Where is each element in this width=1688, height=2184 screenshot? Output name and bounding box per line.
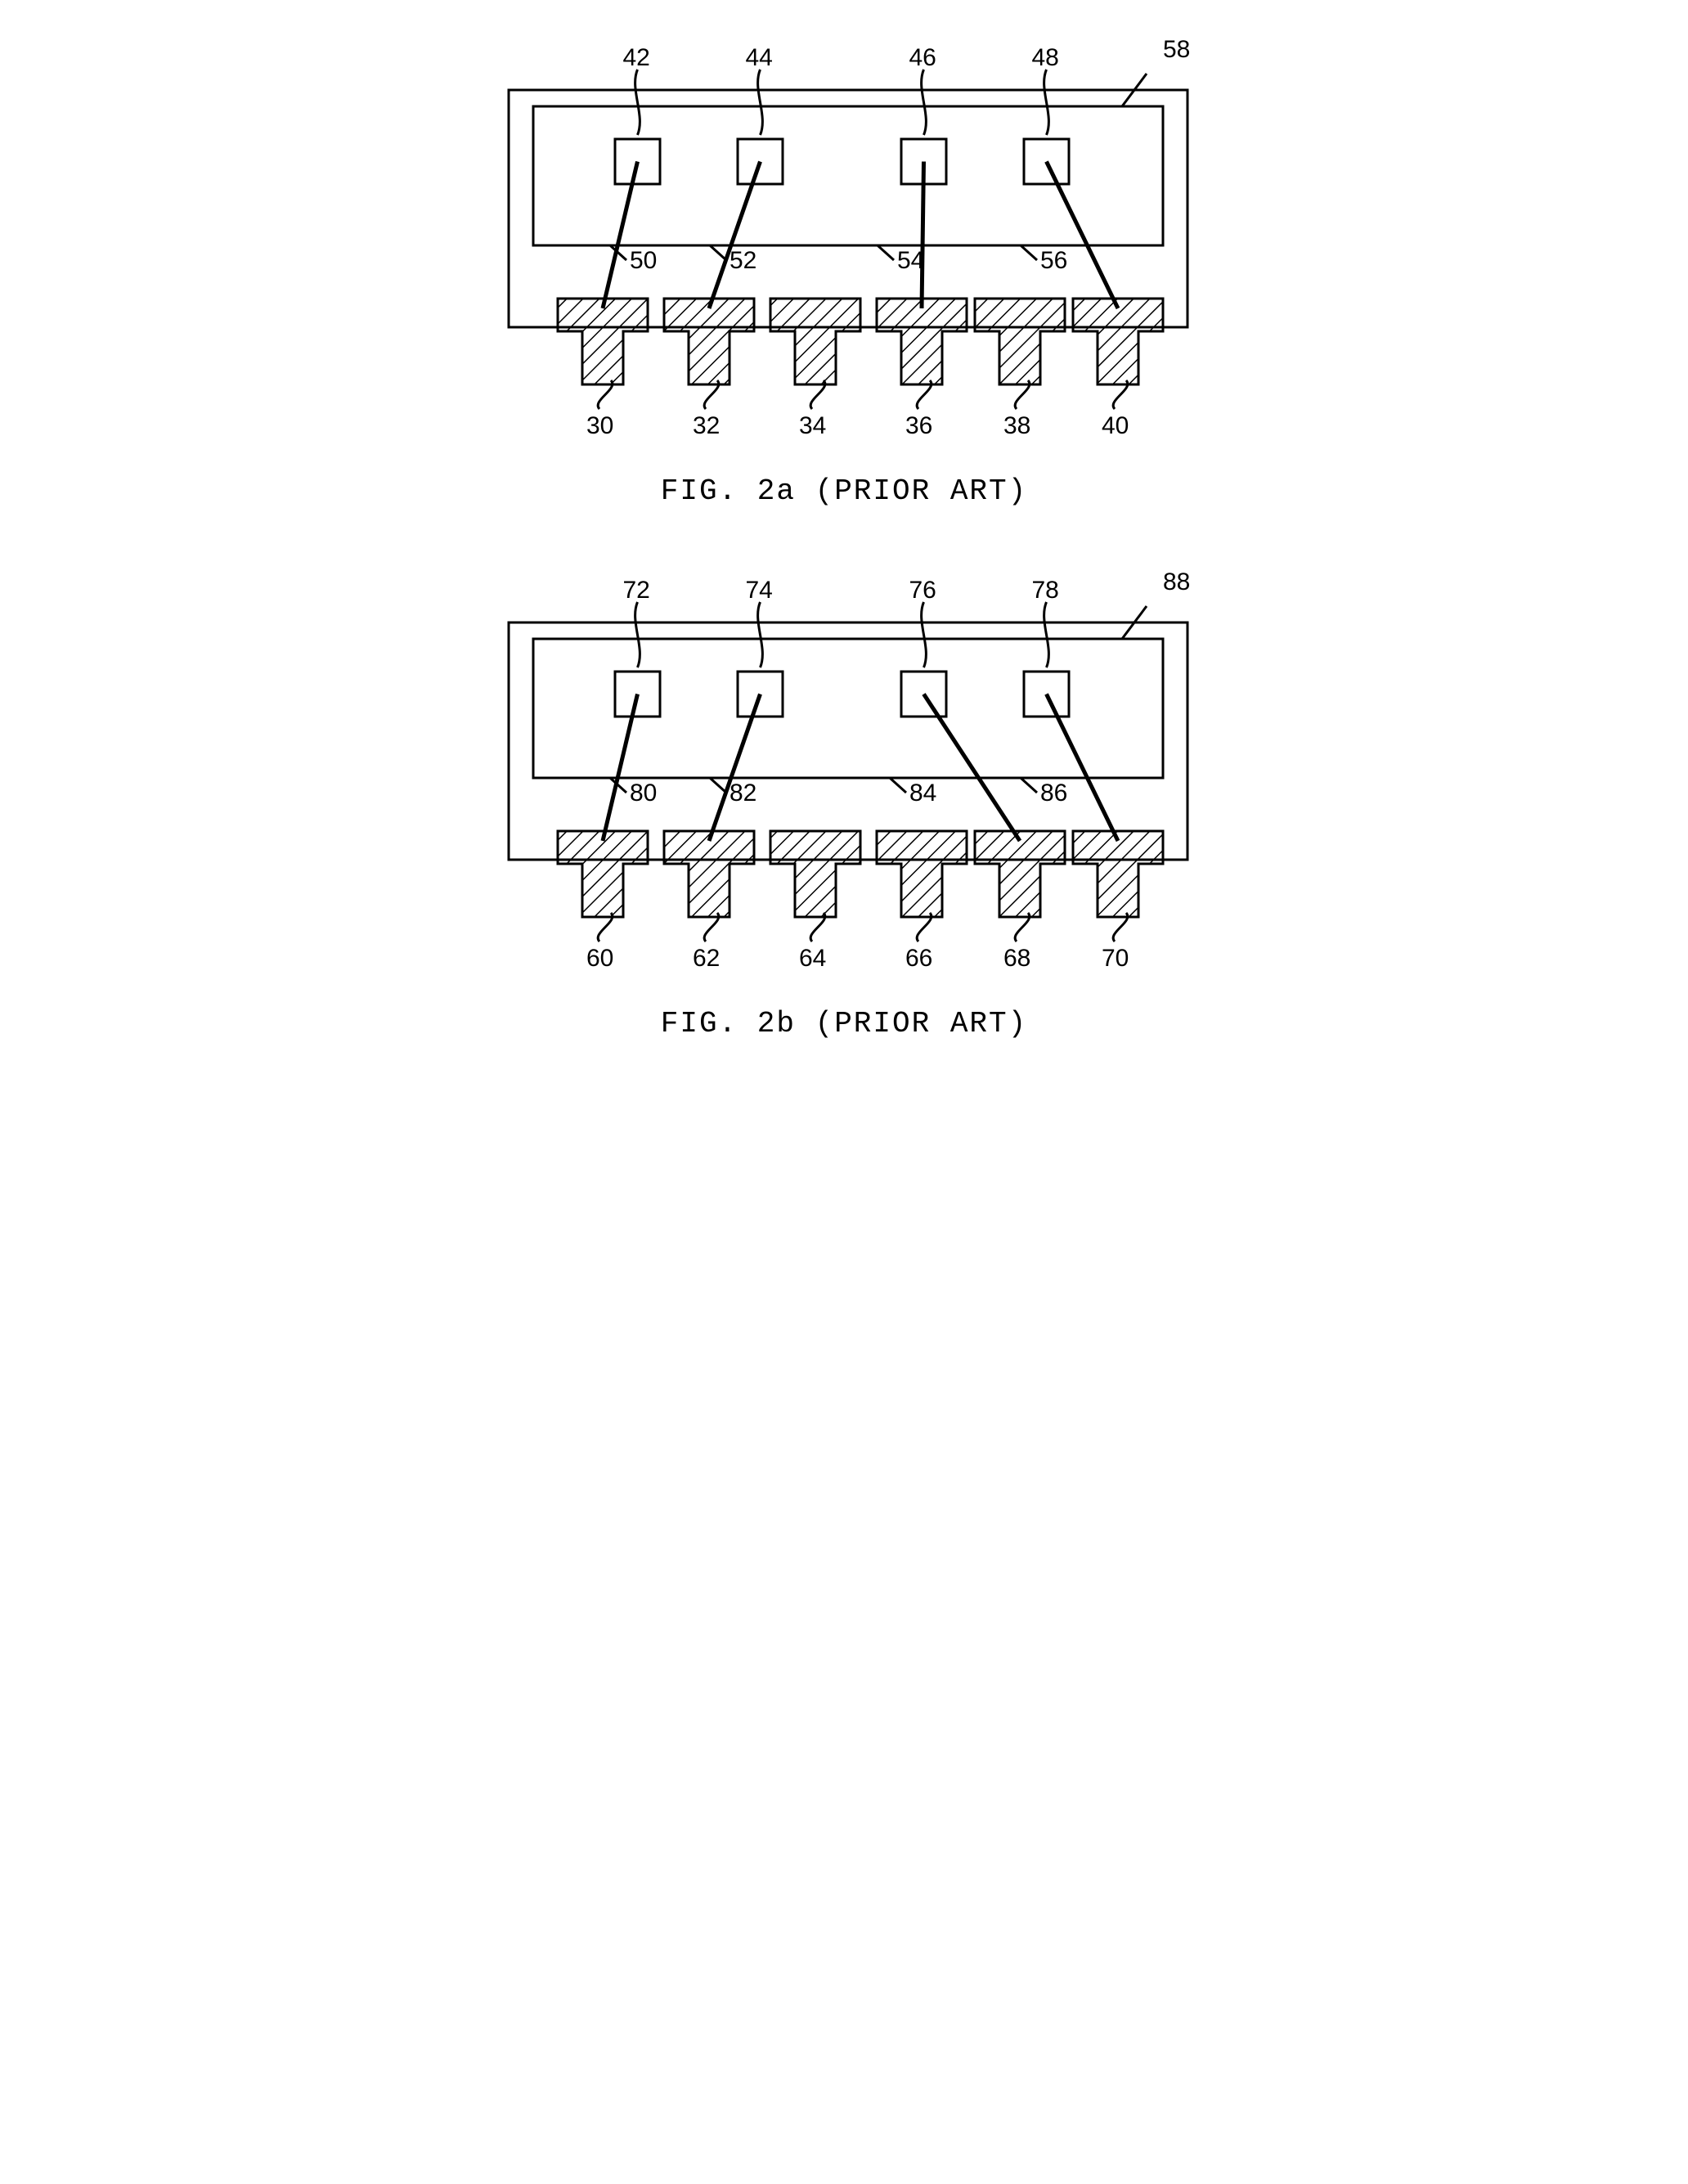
pad-ref-label: 78 [1032,577,1059,604]
pad-ref-label: 72 [623,577,650,604]
lead-ref-label: 36 [905,412,932,439]
pad-ref-label: 46 [909,44,936,71]
bond-wire [922,162,924,309]
diagram-svg: 88 72 74 76 78 60 62 64 66 68 70 80 82 84 86 [451,557,1237,982]
wire-ref-label: 56 [1040,247,1067,274]
lead-ref-label: 64 [799,945,826,972]
lead-terminal [1073,299,1163,384]
lead-terminal [975,831,1065,917]
pad-ref-label: 48 [1032,44,1059,71]
wire-ref-label: 52 [730,247,756,274]
lead-ref-label: 34 [799,412,826,439]
lead-ref-label: 30 [586,412,613,439]
diagram-svg: 58 42 44 46 48 30 32 34 36 38 40 50 52 54 56 [451,25,1237,450]
wire-ref-label: 86 [1040,780,1067,807]
figure-fig2a: 58 42 44 46 48 30 32 34 36 38 40 50 52 54 56 FIG. 2a (P… [25,25,1663,508]
lead-terminal [770,831,860,917]
lead-terminal [558,831,648,917]
lead-terminal [558,299,648,384]
figure-fig2b: 88 72 74 76 78 60 62 64 66 68 70 80 82 84 86 FIG. 2b (P… [25,557,1663,1040]
pad-ref-label: 44 [746,44,773,71]
wire-ref-label: 54 [897,247,924,274]
pad-ref-label: 76 [909,577,936,604]
lead-terminal [1073,831,1163,917]
pad-ref-label: 42 [623,44,650,71]
lead-ref-label: 66 [905,945,932,972]
lead-ref-label: 68 [1003,945,1030,972]
wire-ref-label: 80 [630,780,657,807]
figure-caption: FIG. 2b (PRIOR ART) [25,1007,1663,1040]
lead-ref-label: 70 [1102,945,1129,972]
wire-ref-label: 82 [730,780,756,807]
lead-ref-label: 60 [586,945,613,972]
lead-ref-label: 38 [1003,412,1030,439]
figure-caption: FIG. 2a (PRIOR ART) [25,474,1663,508]
wire-ref-label: 84 [909,780,936,807]
pad-ref-label: 74 [746,577,773,604]
lead-ref-label: 62 [693,945,720,972]
package-ref-label: 88 [1163,568,1190,595]
lead-terminal [664,299,754,384]
lead-terminal [975,299,1065,384]
lead-terminal [877,299,967,384]
lead-terminal [770,299,860,384]
lead-ref-label: 40 [1102,412,1129,439]
lead-terminal [664,831,754,917]
lead-ref-label: 32 [693,412,720,439]
wire-ref-label: 50 [630,247,657,274]
lead-terminal [877,831,967,917]
package-ref-label: 58 [1163,36,1190,63]
